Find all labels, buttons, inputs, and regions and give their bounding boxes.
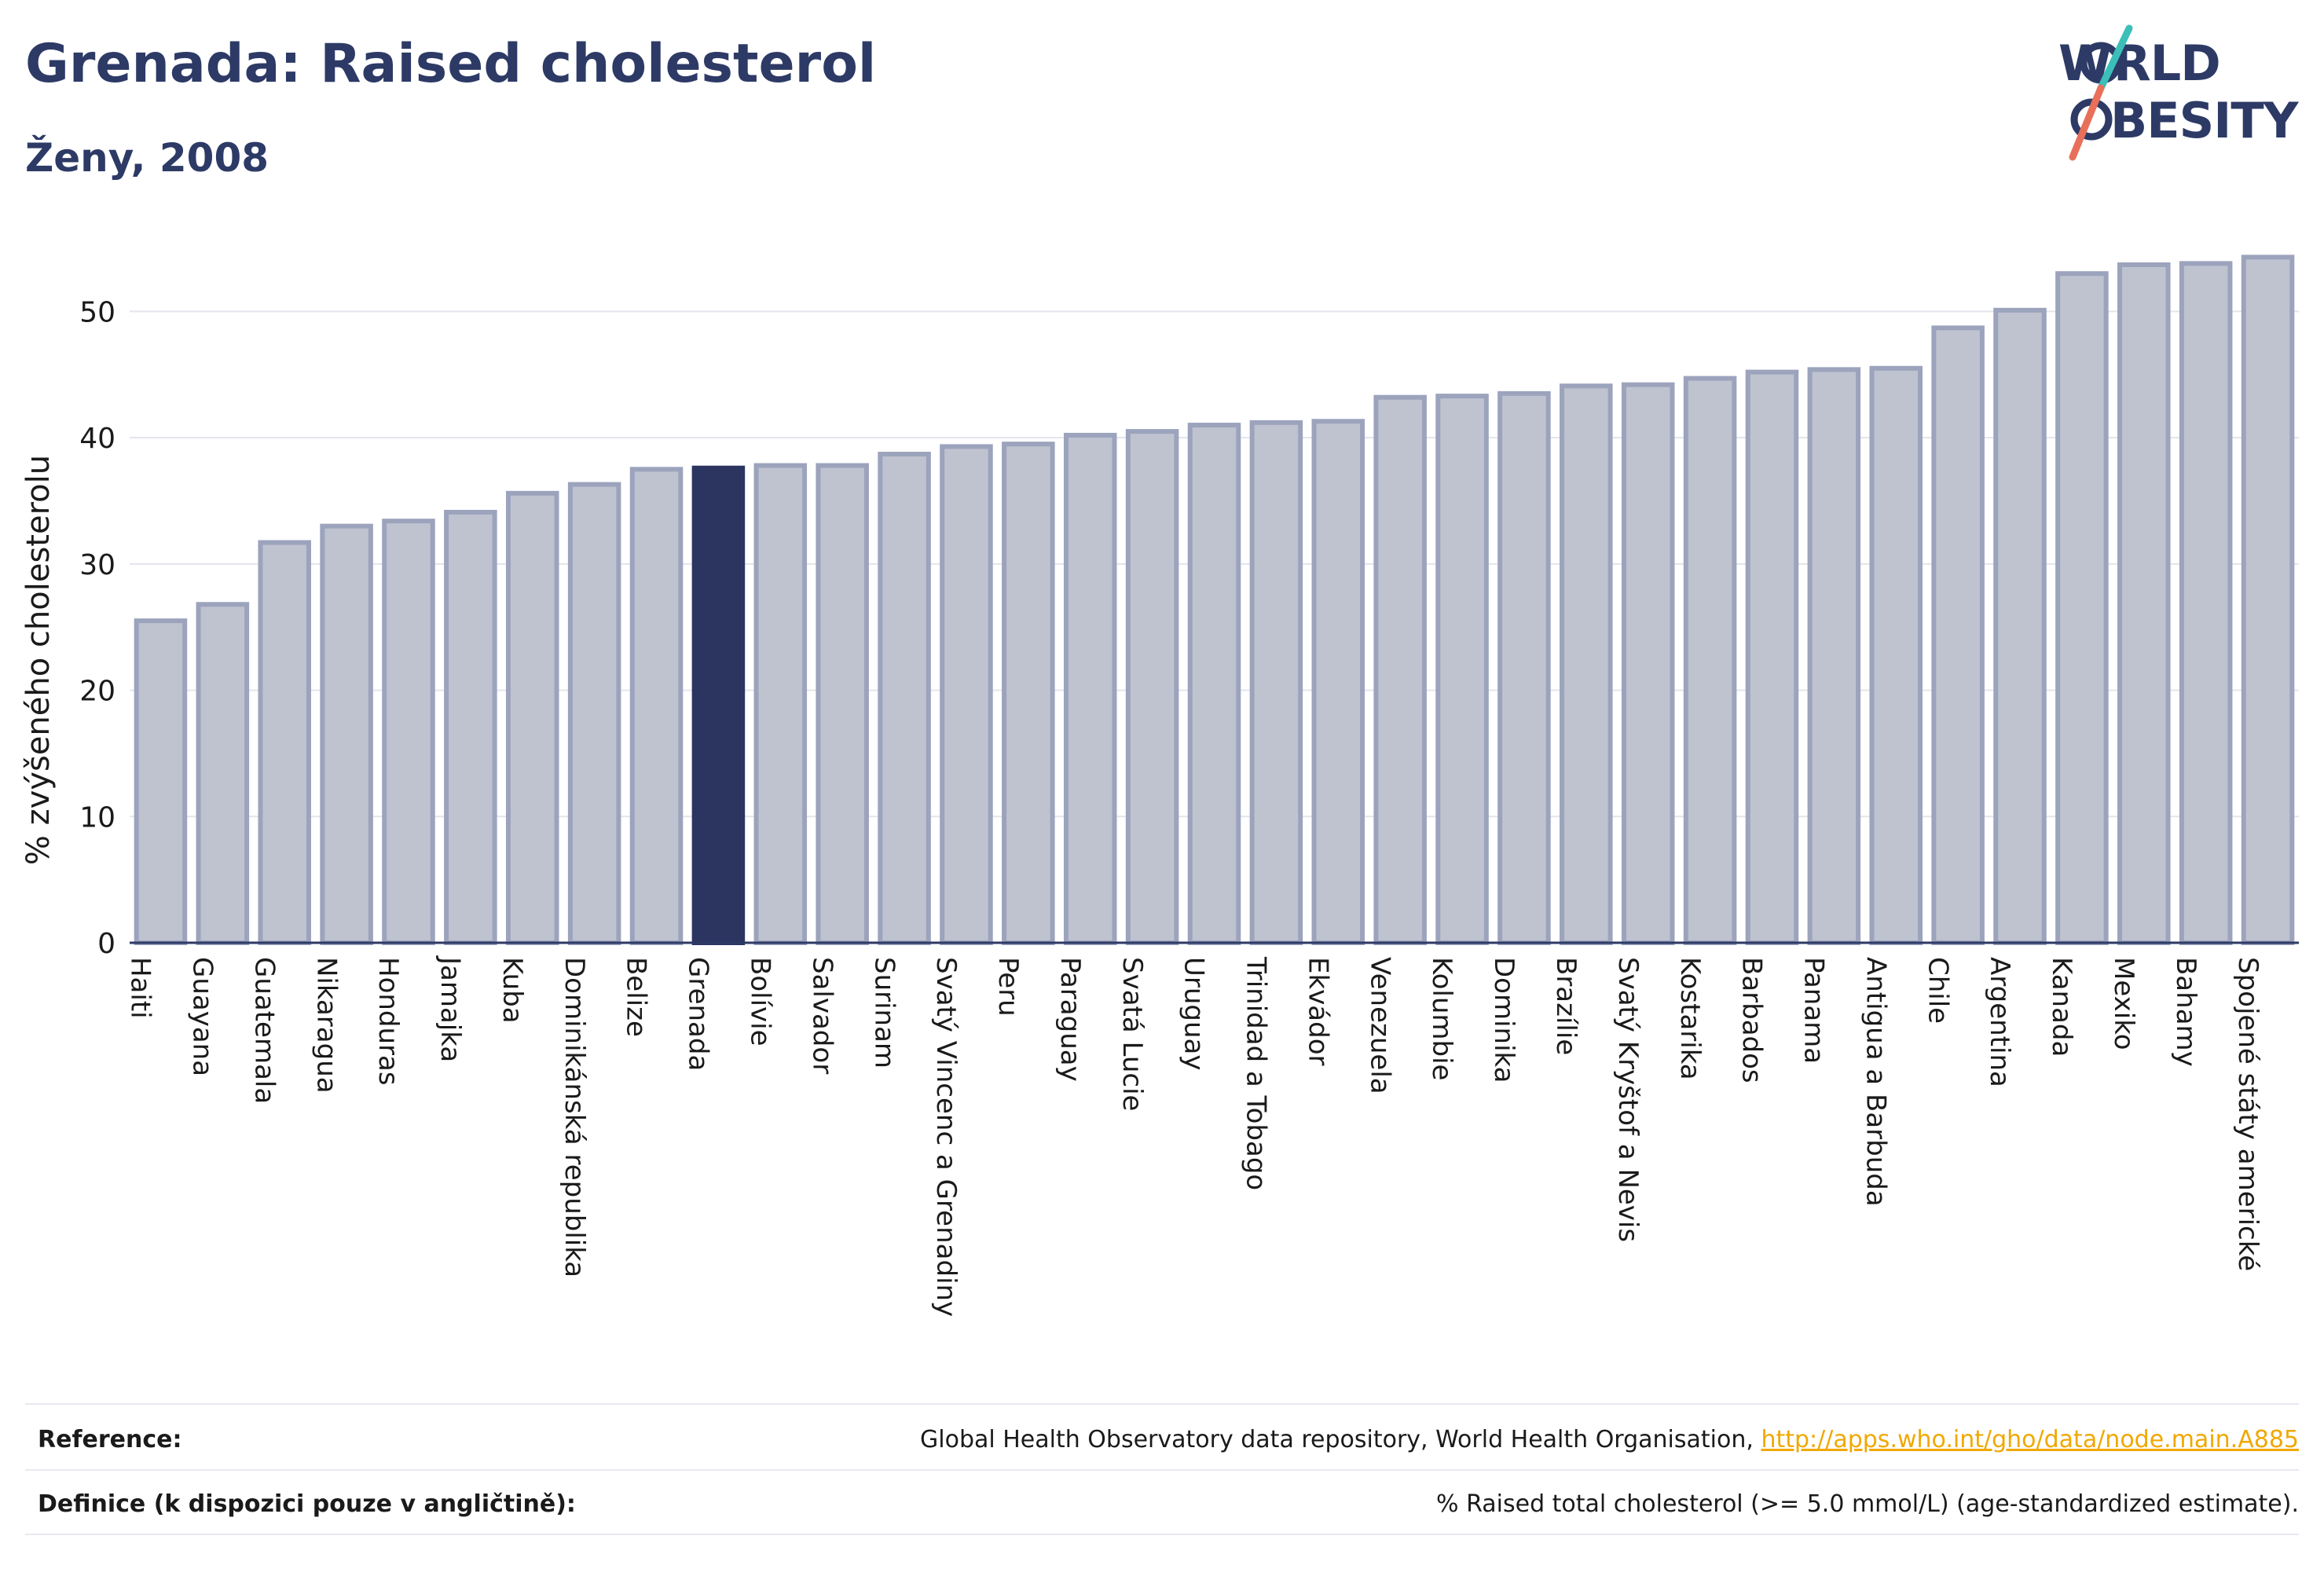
bar-mexiko xyxy=(2117,262,2171,945)
y-axis-ticks: 0 10 20 30 40 50 xyxy=(79,296,115,960)
bar-kanada xyxy=(2055,271,2109,945)
x-tick-label: Chile xyxy=(1922,957,1953,1024)
bar-bolívie xyxy=(753,463,808,945)
y-tick-label: 50 xyxy=(79,296,115,328)
bar-grenada xyxy=(691,465,746,945)
bars xyxy=(134,255,2295,946)
y-tick-label: 40 xyxy=(79,423,115,455)
bar-svatý-kryštof-a-nevis xyxy=(1621,382,1675,945)
bar-salvador xyxy=(816,463,869,945)
x-tick-label: Ekvádor xyxy=(1302,957,1333,1066)
bar-peru xyxy=(1002,442,1055,945)
bar-kolumbie xyxy=(1435,394,1489,946)
x-tick-label: Svatý Kryštof a Nevis xyxy=(1612,957,1644,1242)
x-tick-label: Surinam xyxy=(868,957,900,1068)
x-tick-label: Brazílie xyxy=(1550,957,1582,1055)
x-tick-label: Antigua a Barbuda xyxy=(1860,957,1891,1207)
x-tick-label: Bolívie xyxy=(745,957,776,1046)
x-tick-label: Peru xyxy=(992,957,1024,1017)
bar-surinam xyxy=(878,452,931,945)
bar-dominikánská-republika xyxy=(567,482,621,945)
bar-nikaragua xyxy=(320,523,373,945)
x-tick-label: Nikaragua xyxy=(310,957,342,1094)
bar-spojené-státy-americké xyxy=(2241,255,2295,946)
bar-guayana xyxy=(196,602,250,945)
x-tick-label: Kanada xyxy=(2046,957,2077,1057)
x-tick-label: Barbados xyxy=(1736,957,1768,1083)
logo-slash-icon xyxy=(2097,24,2133,92)
reference-label: Reference: xyxy=(38,1426,182,1453)
bar-antigua-a-barbuda xyxy=(1869,365,1923,945)
bar-chart: 0 10 20 30 40 50 Haiti Guayana Guatemala Nikarag… xyxy=(20,255,2299,1317)
definition-label: Definice (k dispozici pouze v angličtině… xyxy=(38,1490,576,1518)
x-tick-label: Guayana xyxy=(187,957,218,1076)
definition-text: % Raised total cholesterol (>= 5.0 mmol/… xyxy=(1436,1490,2299,1518)
bar-brazílie xyxy=(1560,383,1613,945)
bar-barbados xyxy=(1745,369,1799,946)
chart-title: Grenada: Raised cholesterol xyxy=(25,33,877,95)
x-tick-label: Haiti xyxy=(125,957,156,1019)
world-obesity-logo: W RLD BESITY xyxy=(2058,24,2300,161)
x-tick-label: Paraguay xyxy=(1054,957,1086,1082)
reference-link[interactable]: http://apps.who.int/gho/data/node.main.A… xyxy=(1761,1426,2299,1453)
bar-svatá-lucie xyxy=(1125,429,1179,945)
bar-ekvádor xyxy=(1311,419,1365,945)
x-tick-label: Kolumbie xyxy=(1426,957,1457,1080)
bar-chile xyxy=(1931,325,1985,946)
bar-kostarika xyxy=(1683,376,1737,946)
bar-honduras xyxy=(382,519,435,945)
x-tick-label: Panama xyxy=(1798,957,1830,1064)
x-tick-label: Argentina xyxy=(1984,957,2015,1087)
bar-kuba xyxy=(505,490,559,945)
y-tick-label: 10 xyxy=(79,801,115,834)
footer-divider xyxy=(25,1403,2299,1405)
x-tick-label: Belize xyxy=(621,957,652,1037)
x-tick-label: Bahamy xyxy=(2170,957,2201,1067)
x-tick-label: Dominikánská republika xyxy=(559,957,590,1277)
x-tick-label: Honduras xyxy=(372,957,404,1086)
bar-belize xyxy=(629,467,684,945)
y-axis-label: % zvýšeného cholesterolu xyxy=(20,455,57,865)
bar-guatemala xyxy=(258,540,311,945)
y-tick-label: 30 xyxy=(79,549,115,581)
reference-value: Global Health Observatory data repositor… xyxy=(920,1426,2299,1453)
footer-divider xyxy=(25,1534,2299,1535)
bar-trinidad-a-tobago xyxy=(1249,420,1303,945)
x-tick-label: Svatý Vincenc a Grenadiny xyxy=(930,957,962,1317)
x-axis-tick-labels: Haiti Guayana Guatemala Nikaragua Honduras Ja… xyxy=(125,955,2264,1317)
bar-uruguay xyxy=(1187,423,1241,945)
logo-text-obesity: BESITY xyxy=(2110,92,2300,149)
bar-haiti xyxy=(134,618,188,946)
bar-panama xyxy=(1807,367,1861,946)
x-tick-label: Kuba xyxy=(497,957,528,1024)
bar-svatý-vincenc-a-grenadiny xyxy=(940,444,993,945)
y-tick-label: 0 xyxy=(97,928,115,960)
bar-argentina xyxy=(1993,307,2047,946)
y-tick-label: 20 xyxy=(79,676,115,708)
footer-divider xyxy=(25,1469,2299,1471)
bar-bahamy xyxy=(2179,261,2233,946)
x-tick-label: Venezuela xyxy=(1364,957,1395,1094)
x-tick-label: Dominika xyxy=(1488,957,1519,1083)
bar-dominika xyxy=(1497,390,1551,945)
x-tick-label: Mexiko xyxy=(2108,957,2139,1050)
x-tick-label: Kostarika xyxy=(1674,957,1706,1080)
x-tick-label: Svatá Lucie xyxy=(1116,957,1148,1111)
chart-subtitle: Ženy, 2008 xyxy=(25,135,269,181)
bar-paraguay xyxy=(1063,432,1117,945)
x-tick-label: Uruguay xyxy=(1178,957,1210,1071)
x-tick-label: Grenada xyxy=(683,957,714,1071)
svg-text:RLD: RLD xyxy=(2113,35,2220,92)
x-tick-label: Trinidad a Tobago xyxy=(1241,956,1272,1190)
reference-text: Global Health Observatory data repositor… xyxy=(920,1426,1761,1453)
x-tick-label: Spojené státy americké xyxy=(2232,957,2264,1271)
x-tick-label: Salvador xyxy=(806,957,838,1074)
x-tick-label: Guatemala xyxy=(248,957,280,1104)
x-tick-label: Jamajka xyxy=(434,955,466,1062)
bar-venezuela xyxy=(1373,394,1427,945)
bar-jamajka xyxy=(444,509,497,945)
